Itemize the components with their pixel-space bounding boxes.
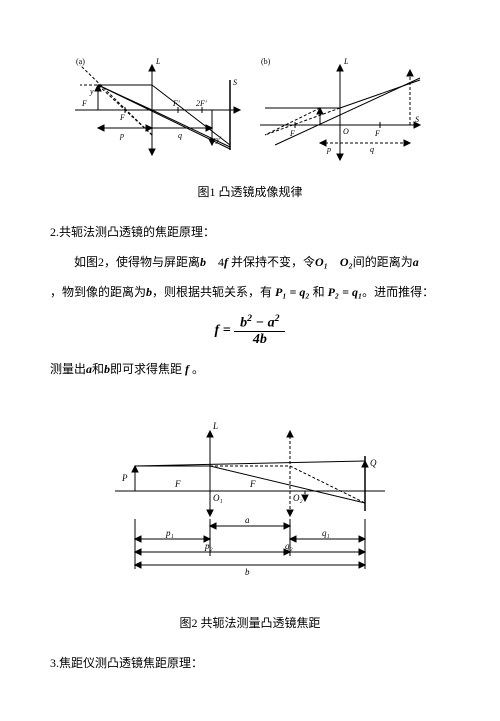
text: ，物到像的距离为 [50, 285, 146, 299]
svg-text:y': y' [215, 135, 222, 144]
svg-text:L: L [343, 57, 349, 66]
svg-text:O: O [343, 127, 349, 136]
svg-text:y: y [89, 87, 94, 96]
svg-text:Q: Q [370, 458, 377, 468]
svg-text:O₂: O₂ [293, 493, 303, 503]
figure-1-caption: 图1 凸透镜成像规律 [50, 180, 450, 204]
formula-f: f = b2 − a2 4b [50, 314, 450, 347]
figure-1b: (b) L F F O S p q [255, 50, 430, 170]
svg-text:(b): (b) [261, 57, 271, 66]
eq1: P₁ = q₂ [275, 285, 310, 299]
var-a: a [413, 255, 419, 269]
svg-text:q₁: q₁ [322, 528, 330, 538]
svg-text:L: L [155, 57, 161, 66]
var-O1: O₁ [315, 255, 328, 269]
svg-text:F: F [81, 99, 87, 108]
text: 并保持不变，令 [228, 255, 315, 269]
svg-text:p: p [119, 131, 124, 140]
text: 测量出 [50, 362, 86, 376]
section-3-heading: 3.焦距仪测凸透镜焦距原理： [50, 651, 450, 675]
section-2-line-2: ，物到像的距离为b，则根据共轭关系，有 P₁ = q₂ 和 P₂ = q₁。进而… [50, 280, 450, 304]
text: 4 [206, 255, 224, 269]
n2: a [268, 316, 275, 331]
svg-text:S: S [415, 115, 419, 124]
svg-text:p₂: p₂ [204, 541, 213, 551]
svg-text:F: F [249, 479, 256, 489]
svg-text:p₁: p₁ [165, 528, 174, 538]
svg-text:L: L [212, 421, 218, 431]
section-2-heading: 2.共轭法测凸透镜的焦距原理： [50, 220, 450, 244]
figure-2-caption: 图2 共轭法测量凸透镜焦距 [50, 611, 450, 635]
text: 。进而推得： [362, 285, 434, 299]
lhs: f [215, 323, 220, 338]
svg-text:S: S [233, 78, 237, 87]
figure-1a: (a) L y y' F F F' 2F' p q S [70, 50, 245, 170]
svg-text:a: a [245, 515, 250, 525]
fraction: b2 − a2 4b [234, 314, 285, 347]
svg-text:O₁: O₁ [213, 493, 223, 503]
text: 和 [92, 362, 104, 376]
svg-text:q₂: q₂ [285, 541, 293, 551]
den: 4b [234, 332, 285, 347]
svg-text:q: q [178, 131, 182, 140]
sq2: 2 [275, 313, 280, 324]
svg-text:2F': 2F' [196, 99, 207, 108]
svg-text:F: F [289, 129, 295, 138]
text: 即可求得焦距 [110, 362, 185, 376]
text [328, 255, 340, 269]
section-2-line-3: 测量出a和b即可求得焦距 f 。 [50, 357, 450, 381]
text: 。 [189, 362, 204, 376]
svg-text:F: F [174, 479, 181, 489]
minus: − [252, 316, 267, 331]
eq2: P₂ = q₁ [328, 285, 363, 299]
var-O2: O₂ [340, 255, 353, 269]
svg-text:p: p [326, 145, 331, 154]
equals: = [223, 323, 234, 338]
text: 和 [310, 285, 328, 299]
section-2-line-1: 如图2，使得物与屏距离b 4f 并保持不变，令O₁ O₂间的距离为a [50, 250, 450, 274]
figure-2: F F [100, 411, 400, 581]
svg-text:F: F [374, 129, 380, 138]
svg-text:F': F' [172, 99, 180, 108]
figure-1-row: (a) L y y' F F F' 2F' p q S [50, 50, 450, 170]
svg-text:F: F [119, 113, 125, 122]
svg-text:b: b [245, 567, 250, 577]
text: 如图2，使得物与屏距离 [74, 255, 200, 269]
text: 间的距离为 [353, 255, 413, 269]
figure-2-row: F F [50, 411, 450, 581]
svg-text:P: P [121, 473, 128, 483]
svg-text:q: q [370, 145, 374, 154]
text: ，则根据共轭关系，有 [152, 285, 275, 299]
svg-text:(a): (a) [76, 57, 85, 66]
